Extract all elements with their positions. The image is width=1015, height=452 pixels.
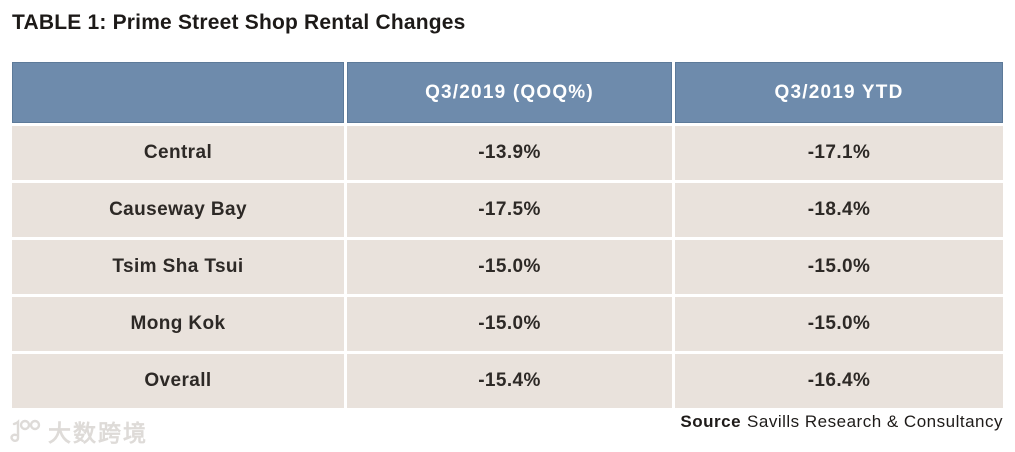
watermark-text: 大数跨境: [48, 420, 148, 446]
table-cell-ytd: -18.4%: [675, 183, 1003, 237]
header-cell-qoq: Q3/2019 (QOQ%): [347, 62, 672, 123]
header-cell-ytd: Q3/2019 YTD: [675, 62, 1003, 123]
table-cell-district: Tsim Sha Tsui: [12, 240, 344, 294]
table-cell-ytd: -15.0%: [675, 240, 1003, 294]
table-cell-qoq: -15.0%: [347, 240, 672, 294]
header-cell-district: [12, 62, 344, 123]
source-label: Source: [680, 412, 742, 431]
table-cell-qoq: -15.0%: [347, 297, 672, 351]
watermark-logo-icon: [8, 418, 42, 444]
table-cell-district: Central: [12, 126, 344, 180]
table-cell-district: Mong Kok: [12, 297, 344, 351]
table-cell-ytd: -17.1%: [675, 126, 1003, 180]
table-cell-qoq: -17.5%: [347, 183, 672, 237]
table-cell-qoq: -15.4%: [347, 354, 672, 408]
source-text: Savills Research & Consultancy: [747, 412, 1003, 431]
rental-changes-table: Q3/2019 (QOQ%) Q3/2019 YTD Central -13.9%…: [12, 62, 1003, 408]
source-note: Source Savills Research & Consultancy: [680, 412, 1003, 432]
table-cell-ytd: -15.0%: [675, 297, 1003, 351]
table-cell-qoq: -13.9%: [347, 126, 672, 180]
table-cell-district: Causeway Bay: [12, 183, 344, 237]
table-title: TABLE 1: Prime Street Shop Rental Change…: [12, 11, 466, 34]
report-figure: TABLE 1: Prime Street Shop Rental Change…: [10, 11, 1003, 446]
watermark: 大数跨境: [8, 414, 148, 448]
table-cell-ytd: -16.4%: [675, 354, 1003, 408]
table-cell-district: Overall: [12, 354, 344, 408]
